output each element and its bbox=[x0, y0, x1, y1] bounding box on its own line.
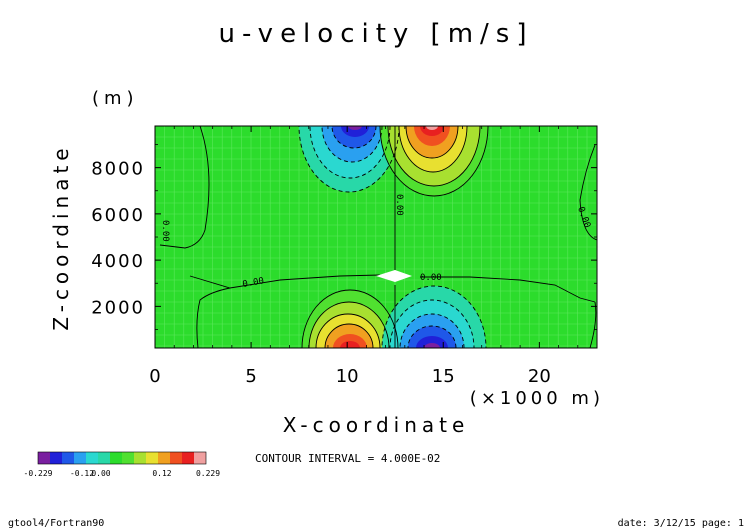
colorbar-swatch bbox=[98, 452, 110, 464]
contour-label: 0.00 bbox=[420, 273, 442, 283]
y-axis: 2000 4000 6000 8000 bbox=[91, 144, 597, 330]
contour-label: 0.00 bbox=[394, 194, 404, 216]
x-axis-unit: (×1000 m) bbox=[470, 388, 604, 409]
contour-label: 0.00 bbox=[242, 276, 265, 290]
colorbar-swatch bbox=[110, 452, 122, 464]
footer-left: gtool4/Fortran90 bbox=[8, 518, 104, 529]
x-tick-label: 10 bbox=[336, 366, 359, 387]
y-tick-label: 2000 bbox=[91, 297, 145, 318]
x-tick-label: 0 bbox=[149, 366, 160, 387]
x-tick-label: 15 bbox=[432, 366, 455, 387]
colorbar bbox=[37, 451, 207, 465]
y-axis-label: Z-coordinate bbox=[49, 143, 73, 330]
chart-title: u-velocity [m/s] bbox=[219, 19, 534, 49]
colorbar-swatch bbox=[86, 452, 98, 464]
x-tick-label: 20 bbox=[528, 366, 551, 387]
colorbar-swatch bbox=[62, 452, 74, 464]
colorbar-swatch bbox=[74, 452, 86, 464]
y-tick-label: 8000 bbox=[91, 159, 145, 180]
lower-positive-cell bbox=[302, 290, 398, 348]
contour-label: 0.00 bbox=[160, 220, 170, 242]
plot-field bbox=[155, 126, 597, 348]
colorbar-labels: -0.229 -0.120.00 0.12 0.229 bbox=[24, 469, 221, 478]
colorbar-swatch bbox=[134, 452, 146, 464]
colorbar-label: -0.229 bbox=[24, 469, 53, 478]
colorbar-swatch bbox=[182, 452, 194, 464]
contour-interval: CONTOUR INTERVAL = 4.000E-02 bbox=[255, 452, 440, 465]
footer-right: date: 3/12/15 page: 1 bbox=[618, 518, 744, 529]
x-axis-label: X-coordinate bbox=[283, 413, 470, 437]
colorbar-label: 0.12 bbox=[152, 469, 171, 478]
y-axis-unit: (m) bbox=[92, 88, 139, 109]
colorbar-frame bbox=[37, 451, 207, 465]
contour-lines bbox=[159, 126, 597, 348]
colorbar-swatch bbox=[122, 452, 134, 464]
colorbar-label: -0.12 bbox=[70, 469, 94, 478]
missing-value-diamond bbox=[376, 270, 412, 282]
colorbar-swatch bbox=[170, 452, 182, 464]
y-tick-label: 4000 bbox=[91, 251, 145, 272]
colorbar-swatch bbox=[194, 452, 206, 464]
colorbar-label: 0.00 bbox=[91, 469, 110, 478]
colorbar-swatch bbox=[158, 452, 170, 464]
x-tick-label: 5 bbox=[245, 366, 256, 387]
x-axis: 0 5 10 15 20 bbox=[149, 126, 579, 387]
upper-negative-cell bbox=[299, 126, 399, 192]
colorbar-swatch bbox=[38, 452, 50, 464]
upper-positive-cell bbox=[380, 126, 488, 196]
colorbar-swatch bbox=[50, 452, 62, 464]
colorbar-label: 0.229 bbox=[196, 469, 220, 478]
y-tick-label: 6000 bbox=[91, 205, 145, 226]
colorbar-swatch bbox=[146, 452, 158, 464]
